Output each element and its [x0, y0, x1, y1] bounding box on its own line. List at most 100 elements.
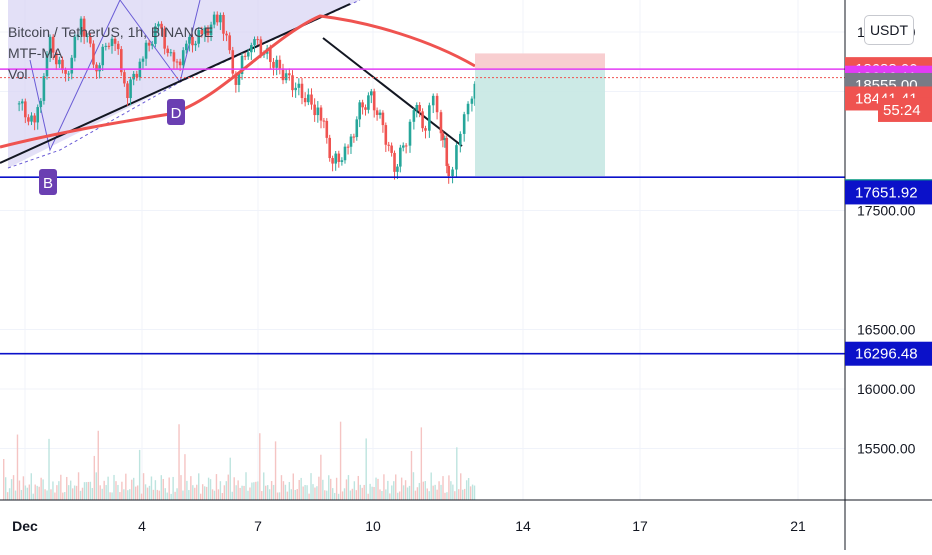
- volume-bar: [239, 487, 241, 500]
- volume-bar: [207, 477, 210, 500]
- time-tick-label: 14: [515, 518, 531, 534]
- volume-bar: [436, 489, 438, 500]
- candle-body: [431, 95, 435, 106]
- candle-body: [415, 104, 419, 111]
- volume-bar: [227, 474, 229, 500]
- volume-bar: [164, 488, 166, 500]
- indicator-volume[interactable]: Vol: [8, 66, 28, 82]
- candle-body: [358, 102, 361, 120]
- candle-body: [355, 119, 359, 138]
- candle-body: [82, 18, 86, 37]
- currency-button[interactable]: USDT: [864, 15, 914, 45]
- volume-bar: [174, 491, 176, 500]
- candle-body: [418, 104, 421, 112]
- volume-bar: [48, 438, 50, 500]
- candle-body: [372, 91, 376, 111]
- volume-bar: [452, 484, 454, 500]
- volume-bar: [446, 492, 448, 500]
- volume-bar: [121, 481, 123, 500]
- volume-bar: [316, 486, 318, 500]
- candle-body: [222, 14, 225, 34]
- volume-bar: [221, 492, 224, 500]
- candle-body: [259, 39, 263, 55]
- candle-body: [166, 48, 170, 53]
- volume-bar: [381, 490, 383, 500]
- volume-bar: [101, 488, 103, 500]
- candle-body: [48, 36, 52, 55]
- candle-body: [212, 14, 216, 25]
- candle-body: [20, 101, 24, 104]
- volume-bar: [268, 489, 271, 500]
- candle-body: [234, 73, 238, 85]
- volume-bar: [426, 488, 428, 500]
- moving-average-line: [0, 14, 476, 149]
- volume-bar: [127, 490, 129, 500]
- candle-body: [61, 59, 64, 70]
- volume-bar: [176, 488, 178, 500]
- volume-bar: [337, 493, 340, 500]
- volume-bar: [85, 482, 88, 500]
- time-tick-label: 4: [138, 518, 146, 534]
- volume-bar: [467, 478, 470, 500]
- volume-bar: [113, 474, 115, 500]
- volume-bar: [379, 489, 381, 500]
- candle-body: [209, 24, 213, 36]
- candle-body: [291, 75, 294, 91]
- volume-bar: [109, 492, 111, 500]
- volume-bar: [253, 482, 255, 500]
- price-tick-label: 16500.00: [857, 322, 916, 338]
- candle-body: [160, 23, 163, 29]
- volume-bar: [69, 480, 72, 500]
- volume-bar: [444, 492, 446, 500]
- volume-bar: [158, 490, 161, 500]
- take-profit-zone[interactable]: [475, 69, 605, 176]
- volume-bar: [225, 481, 228, 500]
- volume-bar: [471, 484, 474, 500]
- candle-body: [67, 73, 70, 75]
- candle-body: [331, 158, 334, 164]
- price-tag: 17651.92: [855, 184, 918, 201]
- volume-bar: [117, 484, 119, 500]
- symbol-title[interactable]: Bitcoin / TetherUS, 1h, BINANCE: [8, 24, 214, 40]
- volume-bar: [28, 484, 31, 500]
- indicator-mtf-ma[interactable]: MTF-MA: [8, 45, 63, 61]
- volume-bar: [347, 475, 350, 500]
- volume-bar: [133, 477, 135, 500]
- candle-body: [175, 61, 179, 63]
- stop-loss-zone[interactable]: [475, 53, 605, 70]
- candle-body: [328, 137, 331, 159]
- volume-bar: [412, 472, 415, 500]
- candle-body: [319, 107, 323, 121]
- volume-bar: [229, 457, 231, 500]
- candle-body: [169, 52, 173, 54]
- candle-body: [110, 38, 114, 47]
- volume-bar: [335, 477, 338, 500]
- volume-bar: [270, 481, 273, 500]
- volume-bar: [406, 487, 409, 500]
- candle-body: [243, 55, 247, 57]
- candle-body: [17, 103, 21, 105]
- volume-bar: [469, 486, 472, 500]
- candle-body: [343, 146, 347, 161]
- volume-bar: [89, 481, 92, 500]
- volume-bar: [330, 478, 332, 500]
- candle-body: [256, 39, 259, 41]
- time-tick-label: 10: [365, 518, 381, 534]
- candle-body: [39, 100, 43, 108]
- volume-bar: [103, 480, 105, 500]
- candle-body: [54, 52, 58, 65]
- volume-bar: [192, 485, 194, 500]
- candle-body: [253, 39, 256, 46]
- candle-body: [24, 101, 27, 118]
- candle-body: [104, 45, 108, 47]
- volume-bar: [292, 473, 294, 500]
- candle-body: [36, 107, 40, 123]
- volume-bar: [438, 481, 440, 500]
- volume-bar: [460, 473, 462, 500]
- candle-body: [443, 137, 447, 141]
- volume-bar: [4, 477, 7, 500]
- volume-bar: [148, 485, 151, 500]
- volume-bar: [14, 490, 17, 500]
